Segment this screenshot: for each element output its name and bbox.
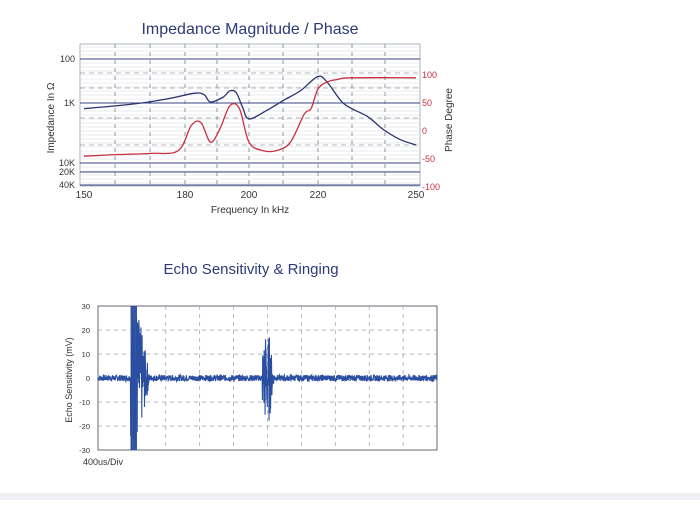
y-left-tick-label: 20K	[59, 167, 75, 177]
y-left-tick-label: 100	[60, 54, 75, 64]
x-tick-label: 220	[310, 190, 327, 201]
y-right-tick-label: -50	[422, 154, 435, 164]
y-left-tick-label: 10K	[59, 158, 75, 168]
y-tick-label: 30	[82, 302, 90, 311]
y-tick-label: -30	[79, 446, 90, 455]
chart-title: Impedance Magnitude / Phase	[141, 21, 358, 38]
y-tick-label: -20	[79, 422, 90, 431]
y-right-tick-label: -100	[422, 182, 440, 192]
x-axis-label: 400us/Div	[83, 457, 124, 467]
x-tick-label: 200	[241, 190, 258, 201]
y-right-axis-label: Phase Degree	[444, 88, 455, 152]
y-right-tick-label: 50	[422, 98, 432, 108]
bottom-strip	[0, 493, 700, 500]
y-left-tick-label: 1K	[64, 98, 75, 108]
y-right-tick-label: 0	[422, 126, 427, 136]
x-tick-label: 150	[76, 190, 93, 201]
echo-chart: Echo Sensitivity & Ringing 30 20 10 0 -10 -20 -…	[64, 261, 438, 467]
y-tick-label: 0	[86, 374, 90, 383]
x-axis-label: Frequency In kHz	[211, 205, 289, 216]
chart-title: Echo Sensitivity & Ringing	[163, 261, 338, 278]
x-tick-label: 180	[177, 190, 194, 201]
y-right-tick-label: 100	[422, 70, 437, 80]
transmit-burst	[130, 306, 137, 450]
y-tick-label: 20	[82, 326, 90, 335]
x-tick-label: 250	[408, 190, 425, 201]
y-left-tick-label: 40K	[59, 180, 75, 190]
impedance-line	[83, 75, 417, 146]
phase-line	[83, 77, 417, 157]
y-axis-label: Echo Sensitivity (mV)	[64, 337, 74, 423]
y-left-axis-label: Impedance In Ω	[46, 82, 57, 153]
echo-signal-line	[97, 313, 438, 451]
y-tick-label: 10	[82, 350, 90, 359]
y-tick-label: -10	[79, 398, 90, 407]
